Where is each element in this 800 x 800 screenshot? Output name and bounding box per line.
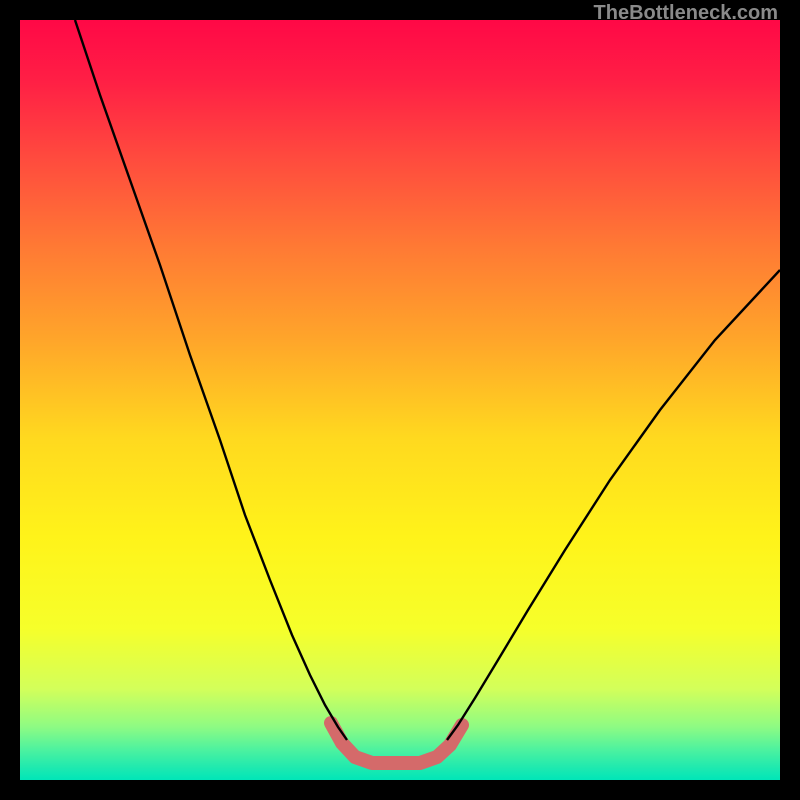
curve-right bbox=[447, 270, 780, 740]
trough-highlight bbox=[331, 723, 462, 763]
chart-frame: TheBottleneck.com bbox=[0, 0, 800, 800]
curves-layer bbox=[20, 20, 780, 780]
plot-area bbox=[20, 20, 780, 780]
curve-left bbox=[75, 20, 347, 740]
watermark-text: TheBottleneck.com bbox=[594, 2, 778, 25]
